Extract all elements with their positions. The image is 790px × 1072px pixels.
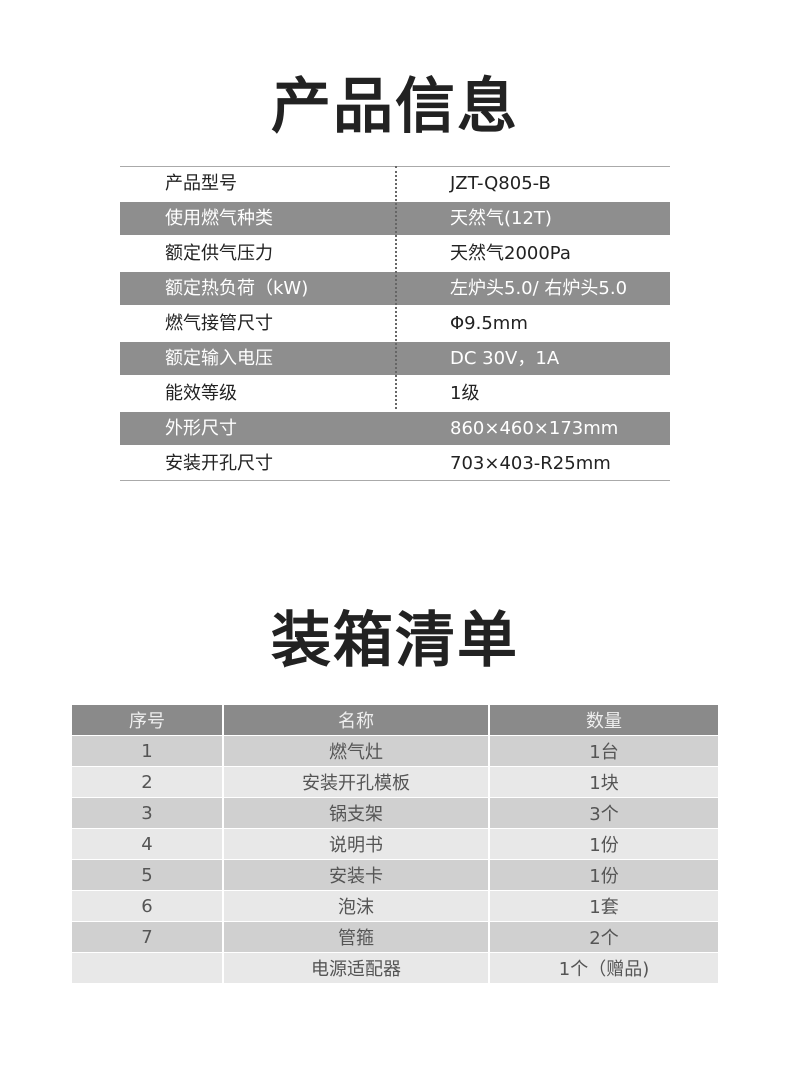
table-row: 2 安装开孔模板 1块: [72, 766, 718, 798]
spec-row: 额定供气压力 天然气2000Pa: [120, 237, 670, 270]
spec-value: Φ9.5mm: [450, 313, 528, 334]
header-name: 名称: [223, 705, 490, 736]
table-row: 7 管箍 2个: [72, 921, 718, 953]
table-row: 电源适配器 1个（赠品): [72, 952, 718, 984]
cell-quantity: 3个: [489, 797, 718, 829]
header-index: 序号: [72, 705, 224, 736]
cell-name: 说明书: [223, 828, 490, 860]
spec-value: 左炉头5.0/ 右炉头5.0: [450, 278, 628, 299]
cell-name: 管箍: [223, 921, 490, 953]
cell-quantity: 1块: [489, 766, 718, 798]
spec-label: 额定供气压力: [165, 243, 273, 264]
cell-index: 4: [72, 828, 224, 860]
cell-quantity: 1台: [489, 735, 718, 767]
cell-index: 1: [72, 735, 224, 767]
spec-row: 产品型号 JZT-Q805-B: [120, 167, 670, 200]
cell-index: [72, 952, 224, 984]
packing-table: 序号 名称 数量 1 燃气灶 1台 2 安装开孔模板 1块 3 锅支架 3个 4 说明书 1份 5 安装卡…: [72, 705, 718, 984]
table-row: 4 说明书 1份: [72, 828, 718, 860]
spec-label: 燃气接管尺寸: [165, 313, 273, 334]
spec-row: 安装开孔尺寸 703×403-R25mm: [120, 447, 670, 480]
cell-name: 泡沫: [223, 890, 490, 922]
cell-name: 燃气灶: [223, 735, 490, 767]
cell-name: 电源适配器: [223, 952, 490, 984]
spec-title: 产品信息: [271, 72, 519, 142]
cell-name: 锅支架: [223, 797, 490, 829]
cell-quantity: 1份: [489, 859, 718, 891]
spec-label: 额定热负荷（kW): [165, 278, 309, 299]
spec-value: 703×403-R25mm: [450, 453, 611, 474]
spec-value: 天然气(12T): [450, 208, 552, 229]
cell-index: 2: [72, 766, 224, 798]
table-row: 1 燃气灶 1台: [72, 735, 718, 767]
table-row: 5 安装卡 1份: [72, 859, 718, 891]
pack-title: 装箱清单: [271, 606, 519, 676]
spec-label: 使用燃气种类: [165, 208, 273, 229]
spec-value: DC 30V，1A: [450, 348, 560, 369]
spec-row: 燃气接管尺寸 Φ9.5mm: [120, 307, 670, 340]
cell-quantity: 1个（赠品): [489, 952, 718, 984]
table-row: 3 锅支架 3个: [72, 797, 718, 829]
cell-index: 5: [72, 859, 224, 891]
spec-value: 天然气2000Pa: [450, 243, 571, 264]
spec-value: 1级: [450, 383, 480, 404]
column-divider: [395, 166, 397, 409]
cell-index: 7: [72, 921, 224, 953]
spec-value: 860×460×173mm: [450, 418, 619, 439]
cell-name: 安装卡: [223, 859, 490, 891]
spec-row: 能效等级 1级: [120, 377, 670, 410]
cell-index: 3: [72, 797, 224, 829]
spec-label: 产品型号: [165, 173, 237, 194]
spec-label: 外形尺寸: [165, 418, 237, 439]
spec-value: JZT-Q805-B: [450, 173, 551, 194]
cell-quantity: 1份: [489, 828, 718, 860]
cell-index: 6: [72, 890, 224, 922]
cell-quantity: 1套: [489, 890, 718, 922]
spec-label: 能效等级: [165, 383, 237, 404]
cell-quantity: 2个: [489, 921, 718, 953]
spec-label: 安装开孔尺寸: [165, 453, 273, 474]
spec-row: 外形尺寸 860×460×173mm: [120, 412, 670, 445]
header-quantity: 数量: [489, 705, 718, 736]
cell-name: 安装开孔模板: [223, 766, 490, 798]
table-row: 6 泡沫 1套: [72, 890, 718, 922]
spec-label: 额定输入电压: [165, 348, 273, 369]
